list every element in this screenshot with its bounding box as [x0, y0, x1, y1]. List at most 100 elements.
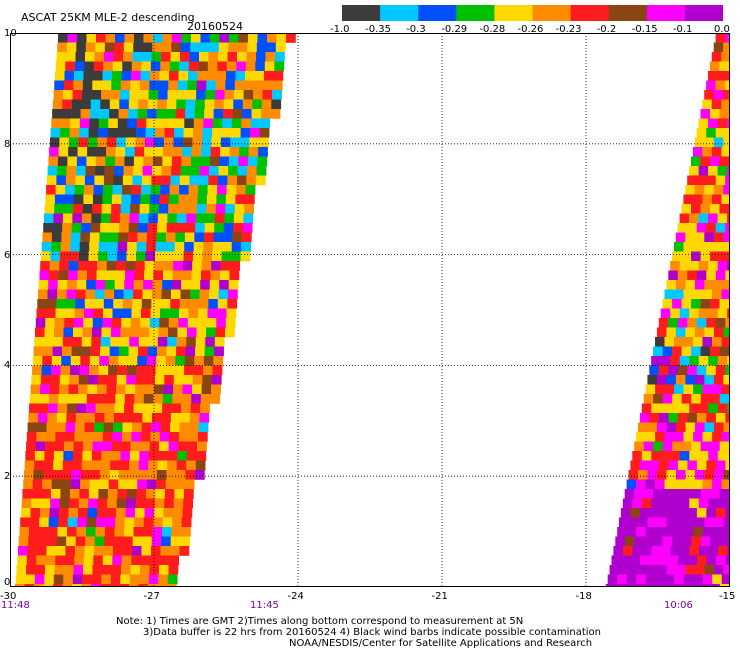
- colorbar-label: -0.26: [517, 24, 544, 35]
- wind-cell: [62, 223, 72, 233]
- wind-cell: [626, 527, 637, 537]
- wind-cell: [230, 137, 241, 148]
- wind-cell: [141, 422, 152, 433]
- wind-cell: [146, 232, 157, 243]
- wind-cell: [221, 251, 232, 262]
- wind-cell: [180, 166, 191, 176]
- wind-cell: [141, 546, 152, 556]
- wind-cell: [158, 80, 169, 91]
- wind-cell: [218, 52, 228, 62]
- map-plot: [10, 33, 730, 587]
- wind-cell: [247, 42, 258, 53]
- wind-cell: [704, 470, 715, 480]
- wind-cell: [660, 308, 671, 319]
- wind-cell: [184, 118, 195, 129]
- wind-cell: [51, 356, 62, 366]
- wind-cell: [39, 270, 50, 281]
- wind-cell: [675, 327, 686, 338]
- wind-cell: [698, 403, 709, 414]
- wind-cell: [149, 327, 159, 338]
- wind-cell: [48, 517, 59, 528]
- wind-cell: [182, 137, 193, 148]
- wind-cell: [685, 375, 696, 385]
- wind-cell: [700, 584, 711, 587]
- wind-cell: [63, 80, 74, 91]
- wind-cell: [61, 479, 71, 490]
- wind-cell: [119, 584, 130, 587]
- wind-cell: [182, 384, 193, 395]
- wind-cell: [165, 365, 175, 376]
- wind-cell: [132, 52, 143, 62]
- wind-cell: [32, 479, 43, 490]
- wind-cell: [86, 527, 96, 537]
- wind-cell: [229, 270, 240, 281]
- wind-cell: [157, 346, 167, 357]
- wind-cell: [727, 356, 730, 366]
- wind-cell: [99, 356, 110, 366]
- wind-cell: [619, 517, 629, 528]
- wind-cell: [681, 251, 692, 262]
- wind-cell: [92, 441, 103, 452]
- wind-cell: [645, 432, 656, 442]
- wind-cell: [85, 52, 95, 62]
- wind-cell: [108, 479, 119, 490]
- wind-cell: [67, 403, 77, 414]
- wind-cell: [150, 432, 161, 442]
- wind-cell: [664, 527, 675, 537]
- wind-cell: [187, 194, 198, 205]
- wind-cell: [689, 451, 700, 461]
- wind-cell: [174, 365, 185, 376]
- wind-cell: [38, 403, 49, 414]
- wind-cell: [668, 318, 679, 328]
- wind-cell: [687, 365, 698, 376]
- wind-cell: [125, 384, 136, 395]
- wind-cell: [135, 508, 145, 518]
- wind-cell: [719, 584, 730, 587]
- wind-cell: [84, 308, 94, 319]
- wind-cell: [228, 42, 239, 53]
- wind-cell: [174, 489, 185, 499]
- wind-cell: [130, 204, 140, 214]
- wind-cell: [72, 584, 82, 587]
- wind-cell: [171, 166, 181, 176]
- wind-cell: [92, 204, 102, 214]
- wind-cell: [199, 289, 210, 300]
- wind-cell: [675, 280, 686, 290]
- wind-cell: [93, 185, 104, 195]
- wind-cell: [63, 574, 74, 585]
- wind-cell: [194, 356, 205, 366]
- wind-cell: [186, 337, 197, 347]
- wind-cell: [114, 289, 124, 300]
- wind-cell: [620, 508, 631, 518]
- wind-cell: [198, 308, 208, 319]
- wind-cell: [147, 223, 158, 233]
- wind-cell: [692, 194, 703, 205]
- wind-cell: [152, 280, 163, 290]
- wind-cell: [216, 194, 227, 205]
- wind-cell: [685, 185, 696, 195]
- wind-cell: [717, 166, 728, 176]
- wind-cell: [643, 536, 654, 547]
- wind-cell: [693, 289, 703, 300]
- wind-cell: [229, 33, 239, 43]
- wind-cell: [130, 318, 141, 328]
- wind-cell: [146, 479, 157, 490]
- wind-cell: [112, 185, 123, 195]
- wind-cell: [136, 489, 147, 499]
- wind-cell: [194, 470, 205, 480]
- wind-cell: [58, 147, 69, 157]
- wind-cell: [190, 403, 201, 414]
- wind-cell: [80, 232, 91, 243]
- wind-cell: [632, 546, 643, 556]
- wind-cell: [706, 508, 717, 518]
- colorbar: [342, 5, 723, 21]
- wind-cell: [62, 337, 73, 347]
- wind-cell: [715, 33, 726, 43]
- wind-cell: [60, 489, 71, 499]
- wind-cell: [114, 403, 125, 414]
- wind-cell: [719, 204, 730, 214]
- wind-cell: [98, 118, 109, 129]
- wind-cell: [702, 289, 713, 300]
- wind-cell: [132, 536, 143, 547]
- wind-cell: [140, 565, 150, 575]
